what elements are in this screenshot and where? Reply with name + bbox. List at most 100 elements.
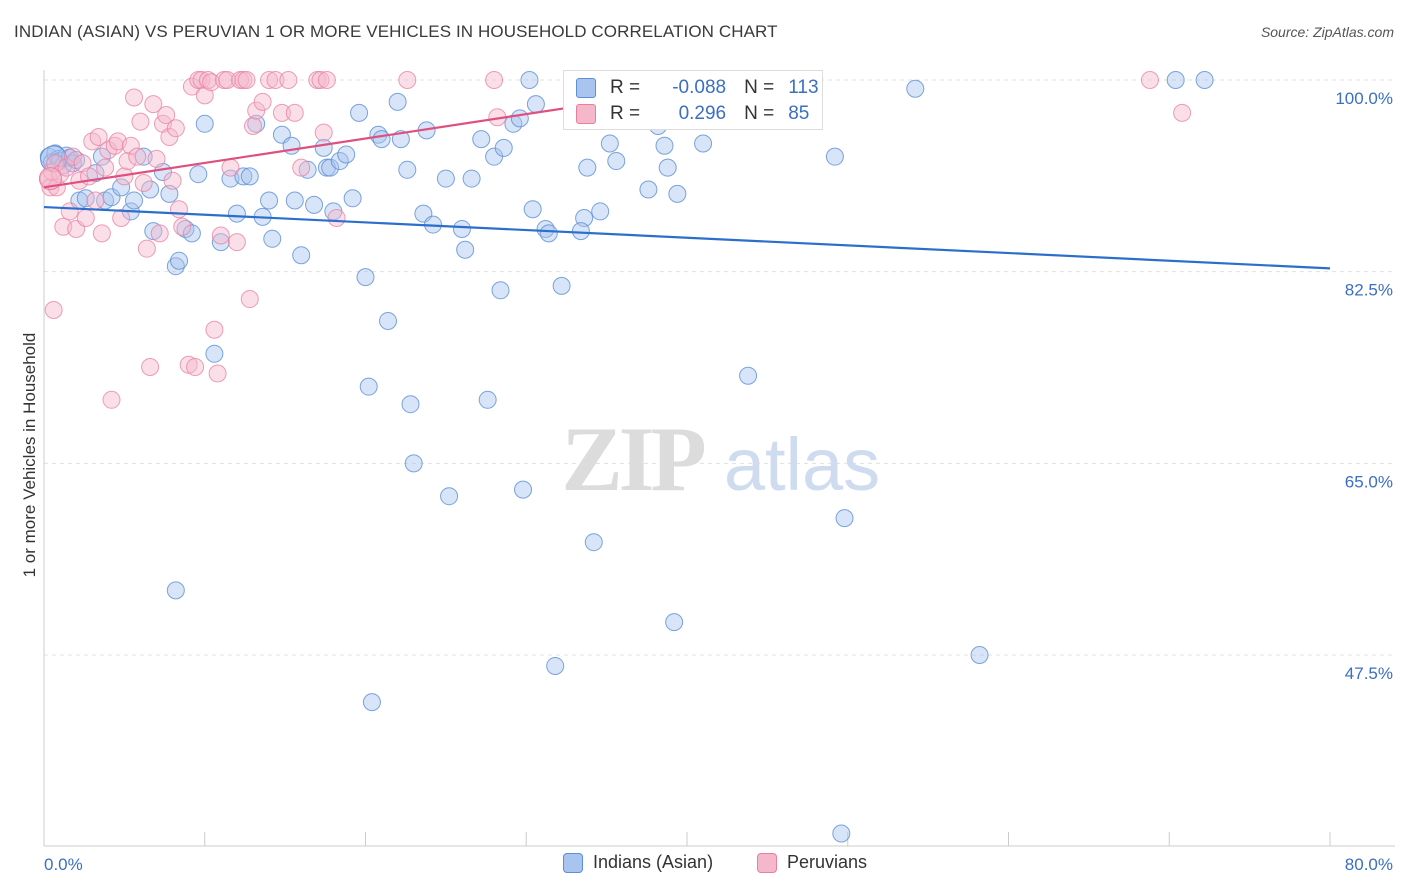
peruvians-point — [1173, 103, 1192, 122]
legend-row-indians: R = -0.088 N = 113 — [576, 76, 819, 100]
peruvians-point — [73, 154, 92, 173]
indians-point — [404, 454, 423, 473]
indians-point — [112, 178, 131, 197]
series-legend: Indians (Asian) Peruvians — [0, 852, 1406, 876]
indians-point — [970, 646, 989, 664]
series-peruvians-points — [38, 71, 1192, 409]
indians-point — [639, 180, 658, 199]
peruvians-point — [134, 173, 153, 192]
indians-point — [260, 191, 279, 210]
peruvians-point — [227, 233, 246, 252]
peruvians-point — [170, 200, 189, 219]
peruvians-point — [38, 167, 62, 191]
peruvians-point — [92, 224, 111, 243]
peruvians-point — [76, 209, 95, 227]
peruvians-point — [186, 357, 205, 376]
legend-swatch-blue — [563, 852, 583, 873]
peruvians-point — [260, 71, 279, 89]
indians-point — [668, 184, 687, 203]
peruvians-point — [160, 127, 179, 146]
indians-point — [401, 395, 420, 414]
indians-point — [234, 167, 253, 186]
indians-point — [655, 136, 674, 155]
indians-point — [227, 204, 246, 223]
peruvians-point — [157, 106, 176, 125]
peruvians-point — [485, 71, 504, 89]
peruvians-point — [285, 103, 304, 122]
indians-point — [362, 693, 381, 712]
legend-swatch-pink — [757, 852, 777, 873]
legend-item-peruvians[interactable]: Peruvians — [757, 852, 867, 873]
peruvians-point — [1140, 71, 1159, 89]
peruvians-point — [247, 101, 266, 120]
indians-point — [205, 344, 224, 363]
indians-point — [456, 240, 475, 259]
legend-item-indians[interactable]: Indians (Asian) — [563, 852, 713, 873]
peruvians-point — [131, 112, 150, 131]
indians-point — [211, 233, 230, 252]
y-tick-label: 47.5% — [1345, 664, 1393, 683]
indians-point — [195, 114, 214, 133]
tick-labels: 47.5% 65.0% 82.5% 100.0% 0.0% 80.0% — [44, 89, 1393, 874]
indians-point — [472, 130, 491, 149]
indians-point — [305, 195, 324, 214]
indians-point — [523, 200, 542, 219]
indians-point — [539, 224, 558, 243]
chart-title: INDIAN (ASIAN) VS PERUVIAN 1 OR MORE VEH… — [14, 22, 778, 41]
peruvians-point — [128, 147, 147, 166]
peruvians-point — [211, 226, 230, 245]
peruvians-point — [86, 191, 105, 210]
peruvians-point — [253, 92, 272, 111]
indians-point — [92, 147, 111, 166]
watermark-zip: ZIP — [561, 408, 704, 510]
peruvians-point — [121, 136, 140, 155]
peruvians-point — [218, 71, 237, 89]
x-tick-label-end: 80.0% — [1345, 855, 1393, 874]
indians-point — [591, 202, 610, 221]
y-tick-label: 100.0% — [1335, 89, 1393, 108]
peruvians-point — [125, 88, 144, 107]
legend-n-value-peruvians: 85 — [788, 103, 810, 124]
trend-line-indians — [43, 205, 1331, 270]
indians-point — [298, 160, 317, 179]
indians-point — [546, 656, 565, 675]
indians-point — [510, 109, 529, 128]
legend-label-indians: Indians (Asian) — [593, 852, 714, 872]
grid-lines — [44, 79, 1395, 656]
peruvians-point — [221, 158, 240, 177]
peruvians-point — [182, 77, 201, 96]
peruvians-point — [179, 355, 198, 374]
peruvians-point — [237, 71, 256, 89]
legend-swatch-pink — [576, 104, 596, 124]
indians-point — [388, 92, 407, 111]
stats-legend: R = -0.088 N = 113 R = 0.296 N = 85 — [563, 70, 823, 130]
source-credit: Source: ZipAtlas.com — [1260, 24, 1394, 40]
legend-label-peruvians: Peruvians — [787, 852, 868, 872]
peruvians-point — [272, 103, 291, 122]
indians-point — [314, 138, 333, 157]
peruvians-point — [112, 209, 131, 227]
peruvians-point — [89, 127, 108, 146]
indians-point — [478, 390, 497, 409]
x-tick-label-start: 0.0% — [44, 855, 83, 874]
indians-point — [694, 134, 713, 153]
y-tick-label: 82.5% — [1345, 281, 1393, 300]
legend-swatch-blue — [576, 78, 596, 98]
indians-point — [436, 169, 455, 188]
indians-point — [440, 487, 459, 506]
indians-point — [825, 147, 844, 166]
indians-point — [514, 480, 533, 499]
indians-point — [292, 246, 311, 265]
peruvians-point — [173, 217, 192, 236]
peruvians-point — [163, 171, 182, 190]
indians-point — [189, 165, 208, 184]
indians-point — [1166, 71, 1185, 89]
peruvians-point — [314, 123, 333, 142]
legend-row-peruvians: R = 0.296 N = 85 — [576, 102, 809, 126]
indians-point — [182, 224, 201, 243]
legend-r-value-peruvians: 0.296 — [678, 103, 727, 124]
indians-point — [330, 152, 349, 171]
peruvians-point — [166, 119, 185, 138]
peruvians-point — [195, 86, 214, 105]
